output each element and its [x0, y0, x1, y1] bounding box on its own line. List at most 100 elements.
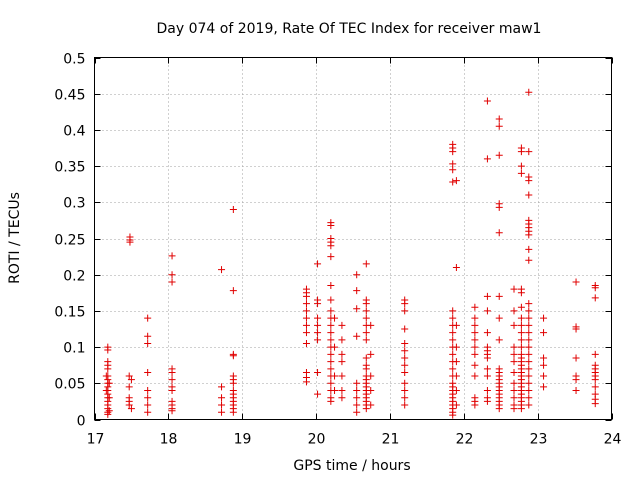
x-tick-label: 19: [234, 432, 252, 448]
data-point: [327, 336, 335, 344]
data-point: [168, 407, 176, 415]
x-tick-label: 23: [530, 432, 548, 448]
data-point: [471, 321, 479, 329]
data-point: [353, 401, 361, 409]
y-ticks: 0 0.05 0.1 0.15 0.2 0.25 0.3 0.35 0.4 0.45 0.5: [54, 52, 612, 430]
data-point: [495, 336, 503, 344]
data-point: [331, 387, 339, 395]
data-point: [449, 307, 457, 315]
y-tick-label: 0.05: [54, 377, 85, 393]
data-point: [452, 177, 460, 185]
data-point: [401, 361, 409, 369]
data-point: [218, 394, 226, 402]
data-point: [302, 292, 310, 300]
data-point: [510, 307, 518, 315]
data-point: [362, 314, 370, 322]
data-point: [517, 336, 525, 344]
data-point: [338, 394, 346, 402]
data-point: [302, 378, 310, 386]
y-tick-label: 0.25: [54, 233, 85, 249]
data-point: [314, 321, 322, 329]
data-point: [471, 372, 479, 380]
data-point: [525, 245, 533, 253]
data-point: [471, 303, 479, 311]
data-point: [401, 368, 409, 376]
data-point: [302, 321, 310, 329]
plot-frame: [94, 57, 612, 420]
data-point: [591, 284, 599, 292]
data-point: [327, 350, 335, 358]
data-point: [314, 300, 322, 308]
data-point: [517, 148, 525, 156]
data-point: [144, 314, 152, 322]
data-point: [144, 339, 152, 347]
data-point: [353, 379, 361, 387]
x-tick-label: 24: [604, 432, 622, 448]
data-point: [449, 365, 457, 373]
data-point: [338, 350, 346, 358]
data-point: [525, 358, 533, 366]
data-point: [540, 314, 548, 322]
y-tick-label: 0.2: [63, 269, 85, 285]
data-point: [302, 307, 310, 315]
y-tick-label: 0.1: [63, 341, 85, 357]
x-tick-label: 22: [456, 432, 474, 448]
data-point: [540, 383, 548, 391]
data-point: [362, 365, 370, 373]
data-point: [517, 169, 525, 177]
data-point: [483, 329, 491, 337]
data-point: [367, 401, 375, 409]
data-point: [218, 408, 226, 416]
data-point: [525, 329, 533, 337]
data-point: [353, 332, 361, 340]
data-point: [525, 387, 533, 395]
data-point: [144, 332, 152, 340]
data-point: [327, 242, 335, 250]
data-point: [327, 321, 335, 329]
data-point: [517, 321, 525, 329]
data-point: [338, 358, 346, 366]
data-point: [168, 376, 176, 384]
data-point: [525, 379, 533, 387]
data-point: [525, 256, 533, 264]
x-tick-label: 18: [160, 432, 178, 448]
data-point: [510, 350, 518, 358]
data-point: [525, 177, 533, 185]
data-point: [471, 336, 479, 344]
chart-title: Day 074 of 2019, Rate Of TEC Index for r…: [157, 21, 542, 37]
data-point: [483, 372, 491, 380]
data-point: [314, 390, 322, 398]
data-point: [401, 339, 409, 347]
data-point: [540, 329, 548, 337]
data-point: [525, 191, 533, 199]
data-point: [517, 405, 525, 413]
data-point: [126, 238, 134, 246]
data-point: [327, 221, 335, 229]
data-point: [449, 178, 457, 186]
data-point: [401, 300, 409, 308]
data-point: [144, 368, 152, 376]
data-point: [483, 354, 491, 362]
data-point: [525, 401, 533, 409]
data-point: [327, 282, 335, 290]
data-point: [338, 336, 346, 344]
data-point: [353, 408, 361, 416]
data-point: [449, 336, 457, 344]
data-point: [218, 266, 226, 274]
data-point: [495, 203, 503, 211]
data-point: [125, 383, 133, 391]
data-point: [471, 350, 479, 358]
data-point: [449, 148, 457, 156]
data-point: [218, 383, 226, 391]
data-point: [591, 350, 599, 358]
data-point: [510, 285, 518, 293]
data-point: [525, 350, 533, 358]
data-point: [401, 325, 409, 333]
data-point: [525, 321, 533, 329]
data-point: [510, 379, 518, 387]
data-point: [510, 343, 518, 351]
data-point: [483, 292, 491, 300]
data-point: [353, 305, 361, 313]
data-point: [510, 394, 518, 402]
data-point: [401, 354, 409, 362]
